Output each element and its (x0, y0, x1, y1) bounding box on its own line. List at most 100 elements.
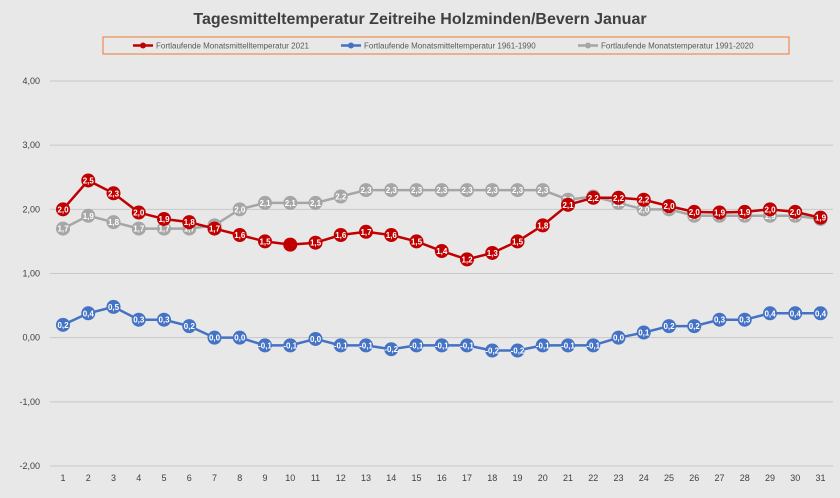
data-label: 0,0 (613, 334, 625, 343)
chart-title: Tagesmitteltemperatur Zeitreihe Holzmind… (193, 11, 646, 28)
x-tick-label: 9 (262, 473, 267, 483)
data-point (409, 234, 424, 249)
data-point (81, 173, 96, 188)
data-point (460, 252, 474, 267)
data-point (535, 218, 550, 233)
y-tick-label: -1,00 (19, 397, 40, 407)
data-point (409, 183, 424, 198)
data-label: -0,1 (359, 341, 373, 350)
data-label: 0,2 (663, 322, 675, 331)
data-label: -0,1 (536, 341, 550, 350)
data-label: 2,0 (133, 209, 145, 218)
data-label: 1,9 (83, 212, 95, 221)
data-point (662, 199, 676, 214)
data-label: 2,5 (83, 176, 95, 185)
data-label: 0,4 (83, 309, 95, 318)
data-point (157, 221, 171, 236)
data-label: 0,4 (815, 309, 827, 318)
data-label: 2,0 (689, 208, 701, 217)
data-point (712, 205, 727, 220)
data-label: 0,0 (209, 334, 221, 343)
data-point (131, 221, 146, 236)
data-point (232, 202, 247, 217)
data-point (359, 183, 373, 198)
data-label: 2,0 (638, 205, 650, 214)
data-point (157, 211, 171, 226)
data-label: 1,2 (461, 255, 473, 264)
data-point (586, 190, 601, 205)
data-point (737, 312, 752, 327)
y-tick-label: -2,00 (19, 461, 40, 471)
data-label: 1,5 (310, 239, 322, 248)
x-tick-label: 22 (588, 473, 598, 483)
data-label: 2,3 (108, 189, 120, 198)
legend-entry-1991-2020: Fortlaufende Monatstemperatur 1991-2020 (578, 42, 754, 51)
legend-label-1961-1990: Fortlaufende Monatsmitteltemperatur 1961… (364, 42, 536, 51)
y-tick-label: 3,00 (22, 140, 40, 150)
data-point (586, 338, 601, 353)
data-label: 1,3 (487, 249, 499, 258)
data-point (662, 319, 676, 334)
y-tick-label: 4,00 (22, 76, 40, 86)
data-label: 2,2 (335, 193, 347, 202)
data-point (485, 183, 500, 198)
data-point (182, 215, 197, 230)
x-tick-label: 1 (60, 473, 65, 483)
x-tick-label: 31 (815, 473, 825, 483)
data-label: 1,5 (259, 237, 271, 246)
data-point (813, 306, 828, 321)
data-label: 0,1 (638, 329, 650, 338)
data-label: 2,1 (259, 199, 271, 208)
data-label: 2,0 (764, 205, 776, 214)
data-label: 2,1 (285, 199, 297, 208)
data-label: 0,3 (133, 316, 145, 325)
data-label: 0,2 (57, 321, 69, 330)
data-point (788, 306, 803, 321)
x-tick-label: 10 (285, 473, 295, 483)
data-label: 1,7 (158, 225, 170, 234)
data-label: 1,6 (234, 231, 246, 240)
legend-entry-1961-1990: Fortlaufende Monatsmitteltemperatur 1961… (341, 42, 536, 51)
y-tick-label: 0,00 (22, 333, 40, 343)
x-tick-label: 17 (462, 473, 472, 483)
data-point (56, 202, 70, 217)
data-point (384, 228, 399, 242)
data-point (510, 234, 525, 249)
x-tick-label: 6 (187, 473, 192, 483)
x-tick-label: 23 (613, 473, 623, 483)
data-label: 1,9 (739, 208, 751, 217)
y-axis-tick-labels: -2,00 -1,00 0,00 1,00 2,00 3,00 4,00 (19, 76, 40, 471)
data-label: 1,7 (360, 228, 372, 237)
x-tick-label: 25 (664, 473, 674, 483)
legend-label-2021: Fortlaufende Monatsmittelltemperatur 202… (156, 42, 310, 51)
data-point (258, 195, 272, 210)
data-label: 0,3 (158, 316, 170, 325)
x-tick-label: 21 (563, 473, 573, 483)
data-point (207, 221, 222, 236)
data-point (510, 183, 525, 198)
data-point (485, 245, 500, 260)
data-label: 0,2 (184, 322, 196, 331)
data-label: -0,1 (258, 341, 272, 350)
data-label: 2,3 (487, 186, 499, 195)
data-point (485, 343, 500, 358)
data-point (283, 195, 298, 210)
data-label: 1,5 (411, 237, 423, 246)
data-point (308, 331, 323, 346)
data-label: 2,3 (411, 186, 423, 195)
data-point (636, 192, 651, 207)
x-tick-label: 11 (311, 473, 320, 483)
data-point (460, 183, 474, 198)
data-point (56, 221, 70, 236)
series-1: 0,2 0,4 0,5 0,3 0,3 0,2 0,0 0,0 -0,1 -0,1 0,0 -0,1 -… (56, 299, 828, 358)
data-label: 1,7 (209, 225, 221, 234)
x-tick-label: 29 (765, 473, 775, 483)
data-label: -0,1 (561, 341, 575, 350)
data-point (788, 204, 803, 219)
data-label: -0,1 (410, 341, 424, 350)
data-label: 2,3 (512, 186, 524, 195)
data-label: -0,1 (460, 341, 474, 350)
x-tick-label: 12 (336, 473, 346, 483)
data-point (611, 330, 626, 345)
